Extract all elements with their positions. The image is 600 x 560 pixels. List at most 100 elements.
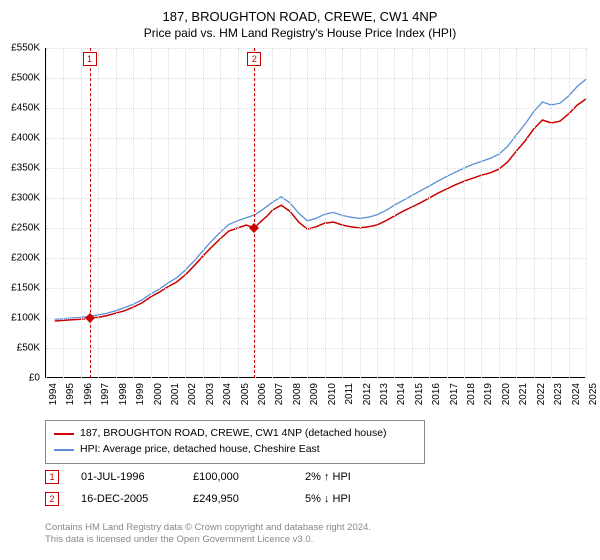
- y-axis-label: £50K: [17, 343, 40, 354]
- y-axis-label: £500K: [11, 73, 40, 84]
- marker-line: [254, 48, 255, 378]
- row-marker-badge: 1: [45, 470, 59, 484]
- x-axis-label: 2021: [518, 383, 529, 405]
- footnote-line: Contains HM Land Registry data © Crown c…: [45, 522, 371, 534]
- gridline-horizontal: [46, 48, 586, 49]
- marker-badge: 1: [83, 52, 97, 66]
- x-axis-label: 2020: [501, 383, 512, 405]
- y-axis-label: £550K: [11, 43, 40, 54]
- gridline-vertical: [98, 48, 99, 378]
- x-axis-label: 2010: [327, 383, 338, 405]
- gridline-vertical: [272, 48, 273, 378]
- marker-badge: 2: [247, 52, 261, 66]
- x-axis-label: 2024: [571, 383, 582, 405]
- gridline-vertical: [168, 48, 169, 378]
- gridline-horizontal: [46, 318, 586, 319]
- footnote: Contains HM Land Registry data © Crown c…: [45, 522, 371, 547]
- gridline-vertical: [203, 48, 204, 378]
- gridline-vertical: [81, 48, 82, 378]
- x-axis-label: 2012: [362, 383, 373, 405]
- legend-swatch: [54, 449, 74, 451]
- x-axis-label: 2011: [344, 383, 355, 405]
- x-axis-label: 2008: [292, 383, 303, 405]
- gridline-vertical: [569, 48, 570, 378]
- gridline-horizontal: [46, 138, 586, 139]
- gridline-vertical: [534, 48, 535, 378]
- chart-subtitle: Price paid vs. HM Land Registry's House …: [0, 26, 600, 46]
- transaction-table: 101-JUL-1996£100,0002% ↑ HPI216-DEC-2005…: [45, 466, 585, 510]
- gridline-vertical: [360, 48, 361, 378]
- cell-price: £100,000: [193, 471, 283, 483]
- gridline-vertical: [377, 48, 378, 378]
- cell-delta: 5% ↓ HPI: [305, 493, 395, 505]
- x-axis-label: 1996: [83, 383, 94, 405]
- gridline-vertical: [220, 48, 221, 378]
- footnote-line: This data is licensed under the Open Gov…: [45, 534, 371, 546]
- cell-date: 16-DEC-2005: [81, 493, 171, 505]
- y-axis-label: £150K: [11, 283, 40, 294]
- x-axis-label: 2000: [153, 383, 164, 405]
- y-axis-label: £200K: [11, 253, 40, 264]
- gridline-vertical: [133, 48, 134, 378]
- gridline-vertical: [46, 48, 47, 378]
- gridline-vertical: [185, 48, 186, 378]
- x-axis-label: 2017: [449, 383, 460, 405]
- x-axis-label: 2023: [553, 383, 564, 405]
- gridline-horizontal: [46, 198, 586, 199]
- x-axis-label: 2025: [588, 383, 599, 405]
- line-series-svg: [46, 48, 586, 378]
- x-axis-label: 2004: [222, 383, 233, 405]
- gridline-vertical: [447, 48, 448, 378]
- x-axis-label: 2014: [396, 383, 407, 405]
- gridline-vertical: [464, 48, 465, 378]
- legend-swatch: [54, 433, 74, 435]
- gridline-horizontal: [46, 108, 586, 109]
- gridline-vertical: [394, 48, 395, 378]
- gridline-horizontal: [46, 288, 586, 289]
- cell-date: 01-JUL-1996: [81, 471, 171, 483]
- y-axis-label: £250K: [11, 223, 40, 234]
- legend-item: 187, BROUGHTON ROAD, CREWE, CW1 4NP (det…: [54, 426, 416, 442]
- x-axis-label: 2007: [274, 383, 285, 405]
- x-axis-label: 2018: [466, 383, 477, 405]
- x-axis-label: 2005: [240, 383, 251, 405]
- cell-delta: 2% ↑ HPI: [305, 471, 395, 483]
- gridline-horizontal: [46, 348, 586, 349]
- x-axis-label: 2006: [257, 383, 268, 405]
- gridline-vertical: [551, 48, 552, 378]
- x-axis-label: 2015: [414, 383, 425, 405]
- gridline-horizontal: [46, 78, 586, 79]
- x-axis-label: 2016: [431, 383, 442, 405]
- y-axis-label: £350K: [11, 163, 40, 174]
- marker-line: [90, 48, 91, 378]
- x-axis-label: 2019: [483, 383, 494, 405]
- x-axis-label: 2001: [170, 383, 181, 405]
- legend: 187, BROUGHTON ROAD, CREWE, CW1 4NP (det…: [45, 420, 425, 464]
- gridline-vertical: [586, 48, 587, 378]
- plot-region: 12: [45, 48, 585, 378]
- x-axis-label: 1998: [118, 383, 129, 405]
- gridline-horizontal: [46, 258, 586, 259]
- gridline-vertical: [116, 48, 117, 378]
- x-axis-label: 2009: [309, 383, 320, 405]
- x-axis-label: 2003: [205, 383, 216, 405]
- gridline-vertical: [481, 48, 482, 378]
- gridline-horizontal: [46, 228, 586, 229]
- gridline-vertical: [342, 48, 343, 378]
- gridline-vertical: [516, 48, 517, 378]
- gridline-vertical: [290, 48, 291, 378]
- y-axis-label: £450K: [11, 103, 40, 114]
- y-axis-label: £400K: [11, 133, 40, 144]
- gridline-vertical: [238, 48, 239, 378]
- gridline-vertical: [151, 48, 152, 378]
- gridline-vertical: [325, 48, 326, 378]
- gridline-horizontal: [46, 168, 586, 169]
- x-axis-label: 1995: [65, 383, 76, 405]
- legend-label: 187, BROUGHTON ROAD, CREWE, CW1 4NP (det…: [80, 426, 387, 442]
- x-axis-label: 1994: [48, 383, 59, 405]
- chart-container: 187, BROUGHTON ROAD, CREWE, CW1 4NP Pric…: [0, 0, 600, 560]
- gridline-vertical: [63, 48, 64, 378]
- series-line-hpi: [55, 79, 586, 319]
- y-axis-label: £300K: [11, 193, 40, 204]
- x-axis-label: 2002: [187, 383, 198, 405]
